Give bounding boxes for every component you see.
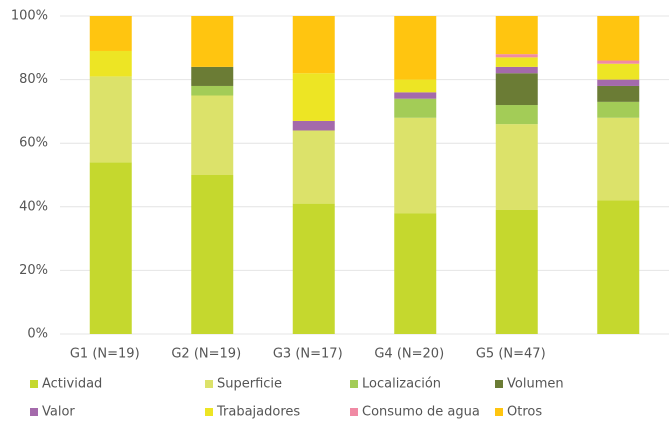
bar-segment bbox=[495, 57, 538, 67]
y-tick-label: 60% bbox=[19, 136, 48, 151]
bar-segment bbox=[394, 92, 437, 99]
y-tick-label: 40% bbox=[19, 199, 48, 214]
bar-segment bbox=[597, 101, 640, 118]
legend-label: Otros bbox=[507, 405, 542, 420]
bar-segment bbox=[597, 16, 640, 61]
bar-segment bbox=[597, 85, 640, 102]
bar-segment bbox=[89, 162, 132, 334]
x-tick-label: G2 (N=19) bbox=[171, 347, 241, 362]
bar-segment bbox=[292, 16, 335, 74]
x-tick-label: G4 (N=20) bbox=[374, 347, 444, 362]
bar-segment bbox=[292, 203, 335, 334]
legend-label: Localización bbox=[362, 377, 441, 392]
bar-segment bbox=[394, 79, 437, 93]
legend-swatch bbox=[205, 380, 213, 388]
legend-label: Valor bbox=[42, 405, 75, 420]
bar-segment bbox=[495, 124, 538, 210]
bar-segment bbox=[191, 175, 234, 334]
bar-segment bbox=[597, 117, 640, 201]
bar-segment bbox=[89, 16, 132, 51]
bar-segment bbox=[191, 95, 234, 175]
y-tick-label: 0% bbox=[27, 327, 48, 342]
legend-label: Trabajadores bbox=[216, 405, 300, 420]
legend-label: Superficie bbox=[217, 377, 282, 392]
bar-segment bbox=[597, 79, 640, 86]
y-tick-label: 80% bbox=[19, 72, 48, 87]
bar-segment bbox=[292, 73, 335, 121]
bar-segment bbox=[191, 66, 234, 86]
bar-segment bbox=[495, 209, 538, 334]
bar-segment bbox=[292, 130, 335, 204]
bar-segment bbox=[495, 54, 538, 58]
y-tick-label: 100% bbox=[11, 9, 48, 24]
bar-segment bbox=[394, 213, 437, 334]
bar-segment bbox=[394, 98, 437, 118]
bar-segment bbox=[191, 16, 234, 67]
bar-segment bbox=[89, 50, 132, 77]
bar-segment bbox=[597, 60, 640, 64]
legend-swatch bbox=[350, 380, 358, 388]
bar-segment bbox=[495, 66, 538, 74]
legend-swatch bbox=[495, 380, 503, 388]
bar-segment bbox=[89, 76, 132, 163]
bar-segment bbox=[597, 200, 640, 334]
legend-label: Volumen bbox=[507, 377, 564, 392]
legend-swatch bbox=[205, 408, 213, 416]
bar-segment bbox=[292, 120, 335, 131]
bar-segment bbox=[394, 16, 437, 80]
bar-segment bbox=[597, 63, 640, 80]
legend-swatch bbox=[30, 408, 38, 416]
bar-segment bbox=[191, 85, 234, 96]
x-tick-label: G3 (N=17) bbox=[273, 347, 343, 362]
legend-label: Consumo de agua bbox=[362, 405, 480, 420]
bar-segment bbox=[495, 105, 538, 125]
bar-segment bbox=[394, 117, 437, 214]
x-tick-label: G1 (N=19) bbox=[70, 347, 140, 362]
legend-label: Actividad bbox=[42, 377, 102, 392]
y-tick-label: 20% bbox=[19, 263, 48, 278]
legend-swatch bbox=[495, 408, 503, 416]
legend-swatch bbox=[350, 408, 358, 416]
legend-swatch bbox=[30, 380, 38, 388]
x-tick-label: G5 (N=47) bbox=[476, 347, 546, 362]
bar-segment bbox=[495, 73, 538, 106]
bar-segment bbox=[495, 16, 538, 55]
